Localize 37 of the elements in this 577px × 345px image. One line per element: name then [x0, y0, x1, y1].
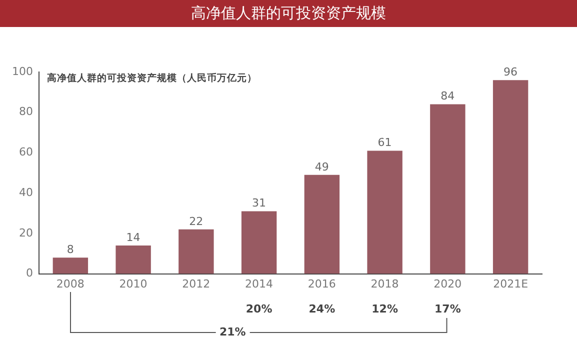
- data-label: 61: [378, 136, 392, 150]
- text: 21%: [215, 326, 250, 339]
- y-tick-label: 60: [18, 146, 33, 159]
- bar: [52, 258, 88, 274]
- text: 24%: [308, 302, 336, 316]
- chart-subtitle: 高净值人群的可投资资产规模（人民币万亿元）: [46, 72, 257, 84]
- x-tick-label: 2021E: [493, 277, 528, 290]
- y-tick-label: 0: [26, 266, 33, 280]
- data-label: 49: [314, 160, 329, 174]
- text: 20%: [246, 302, 272, 316]
- data-label: 14: [126, 230, 140, 244]
- x-tick-label: 2014: [245, 277, 274, 290]
- x-tick-label: 2012: [182, 277, 210, 290]
- x-tick-label: 2016: [308, 277, 336, 290]
- bar: [241, 211, 277, 274]
- y-tick-label: 100: [12, 64, 33, 78]
- bar: [430, 104, 466, 274]
- y-tick-label: 40: [18, 186, 33, 199]
- data-label: 84: [440, 90, 455, 103]
- y-tick-label: 80: [18, 105, 33, 118]
- x-tick-label: 2008: [56, 277, 84, 290]
- x-tick-label: 2020: [434, 277, 462, 290]
- text: 12%: [372, 302, 398, 316]
- data-label: 96: [504, 65, 518, 78]
- data-label: 31: [252, 196, 266, 210]
- bar: [116, 246, 151, 274]
- chart-title: 高净值人群的可投资资产规模: [0, 0, 577, 27]
- bar: [367, 150, 402, 274]
- x-tick-label: 2010: [119, 277, 148, 290]
- x-tick-label: 2018: [370, 277, 399, 290]
- data-label: 22: [189, 214, 204, 228]
- y-tick-label: 20: [18, 226, 33, 240]
- data-label: 8: [66, 243, 74, 256]
- bar: [492, 80, 528, 274]
- bar: [304, 174, 340, 274]
- text: 17%: [434, 302, 461, 316]
- bar: [178, 229, 214, 274]
